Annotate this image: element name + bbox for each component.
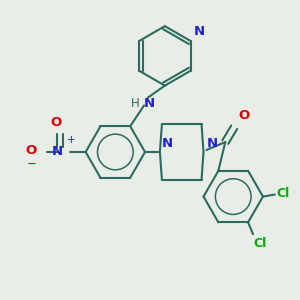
Text: N: N (194, 25, 205, 38)
Text: N: N (144, 97, 155, 110)
Text: O: O (26, 143, 37, 157)
Text: N: N (52, 146, 63, 158)
Text: H: H (131, 97, 140, 110)
Text: −: − (27, 157, 37, 170)
Text: Cl: Cl (277, 187, 290, 200)
Text: O: O (238, 109, 249, 122)
Text: Cl: Cl (253, 237, 266, 250)
Text: O: O (50, 116, 62, 129)
Text: N: N (206, 137, 218, 150)
Text: N: N (162, 137, 173, 150)
Text: +: + (67, 135, 75, 145)
